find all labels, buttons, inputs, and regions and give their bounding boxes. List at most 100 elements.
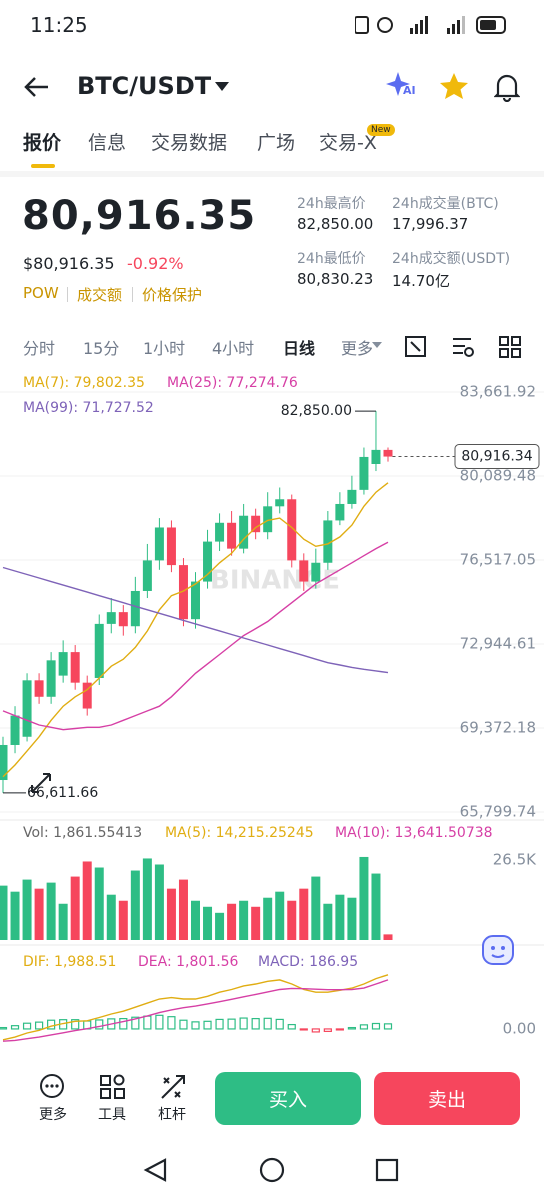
y-tick-label: 72,944.61	[460, 635, 536, 653]
macd-bar	[131, 1016, 140, 1030]
volume-bar	[371, 873, 381, 940]
ai-sparkle	[386, 72, 410, 96]
stat-value: 80,830.23	[297, 270, 374, 288]
macd-bar	[95, 1019, 104, 1030]
action-label[interactable]: 杠杆	[158, 1107, 186, 1123]
status-time: 11:25	[30, 13, 88, 37]
ma-line	[2, 482, 389, 778]
tag-separator	[132, 287, 133, 302]
pair-title[interactable]: BTC/USDT	[77, 72, 212, 100]
candle-body	[34, 680, 44, 697]
interval-tab[interactable]: 更多	[341, 339, 374, 358]
interval-tab[interactable]: 15分	[83, 339, 120, 358]
ai-button[interactable]: AI	[386, 70, 418, 102]
more-dropdown	[372, 342, 382, 348]
candle-body	[371, 449, 381, 464]
candle-body	[46, 660, 56, 697]
volume-bar	[118, 900, 128, 940]
volume-bar	[347, 897, 357, 940]
chart-tools[interactable]	[403, 334, 533, 360]
legend-entry: MA(25): 77,274.76	[167, 375, 298, 391]
volume-bar	[58, 903, 68, 940]
tab[interactable]: 信息	[88, 132, 127, 154]
candle-body	[22, 680, 32, 737]
candle-body	[82, 682, 92, 709]
status-icons	[355, 16, 506, 34]
interval-tab[interactable]: 分时	[23, 339, 56, 358]
candle-body	[323, 520, 333, 563]
assistant-button[interactable]	[478, 930, 518, 970]
back-button[interactable]	[22, 74, 52, 100]
legend-entry: MA(7): 79,802.35	[23, 375, 145, 391]
candle-body	[263, 506, 273, 533]
volume-bar	[311, 876, 321, 940]
volume-bar	[299, 888, 309, 940]
action-label[interactable]: 工具	[98, 1107, 126, 1123]
low-label: 66,611.66	[27, 785, 98, 801]
price-tag[interactable]: 成交额	[77, 286, 123, 304]
price-tag[interactable]: POW	[23, 284, 59, 302]
macd-bar	[239, 1017, 248, 1030]
volume-bar	[106, 894, 116, 940]
macd-bar	[215, 1018, 224, 1030]
stat-value: 17,996.37	[392, 215, 469, 233]
stat-value: 14.70亿	[392, 272, 450, 290]
sell-button[interactable]: 卖出	[374, 1072, 520, 1125]
legend-entry: MACD: 186.95	[258, 954, 358, 970]
volume-bar	[239, 900, 249, 940]
candle-body	[251, 515, 261, 533]
action-label[interactable]: 更多	[39, 1107, 67, 1123]
y-tick-label: 83,661.92	[460, 383, 536, 401]
pair-dropdown[interactable]	[214, 80, 230, 92]
candle-body	[142, 560, 152, 591]
macd-bar	[263, 1017, 272, 1030]
price-tag[interactable]: 价格保护	[142, 286, 203, 304]
candle-body	[359, 456, 369, 490]
legend-entry: DEA: 1,801.56	[138, 954, 239, 970]
legend-entry: MA(5): 14,215.25245	[165, 825, 314, 841]
candle-body	[191, 581, 200, 620]
legend-entry: DIF: 1,988.51	[23, 954, 116, 970]
candle-body	[335, 503, 345, 521]
volume-bar	[263, 897, 273, 940]
macd-bar	[71, 1019, 80, 1030]
y-tick-label: 76,517.05	[460, 550, 536, 568]
macd-bar	[311, 1028, 320, 1033]
stat-label: 24h成交额(USDT)	[392, 251, 511, 267]
fullscreen-button[interactable]	[28, 770, 54, 796]
high-label: 82,850.00	[281, 403, 352, 419]
macd-bar	[251, 1017, 260, 1030]
tab[interactable]: 交易-X	[319, 132, 377, 154]
tab[interactable]: 广场	[257, 132, 296, 154]
action-icons	[40, 1074, 185, 1099]
volume-bar	[227, 903, 237, 940]
candle-body	[70, 652, 80, 683]
macd-bar	[227, 1018, 236, 1030]
interval-tab[interactable]: 1小时	[143, 339, 186, 358]
stat-label: 24h最高价	[297, 196, 366, 212]
usd-price: $80,916.35	[23, 254, 115, 273]
tab[interactable]: 交易数据	[151, 132, 228, 154]
y-tick-label: 80,089.48	[460, 467, 536, 485]
macd-bar	[203, 1020, 212, 1030]
interval-tab[interactable]: 4小时	[212, 339, 255, 358]
candle-body	[58, 652, 68, 676]
favorite-button[interactable]	[439, 72, 469, 100]
tab[interactable]: 报价	[23, 132, 62, 154]
candle-body	[10, 715, 20, 745]
alert-button[interactable]	[494, 72, 520, 102]
stat-label: 24h成交量(BTC)	[392, 196, 499, 212]
last-price: 80,916.35	[22, 193, 257, 239]
candle-body	[227, 522, 237, 549]
ma-line	[2, 541, 389, 731]
macd-bar	[167, 1016, 176, 1030]
macd-bar	[10, 1025, 20, 1030]
candle-body	[0, 744, 8, 781]
buy-button[interactable]: 买入	[215, 1072, 361, 1125]
macd-line	[2, 974, 389, 1041]
macd-bar	[287, 1023, 296, 1030]
interval-tab[interactable]: 日线	[283, 339, 316, 358]
volume-bar	[22, 879, 32, 940]
